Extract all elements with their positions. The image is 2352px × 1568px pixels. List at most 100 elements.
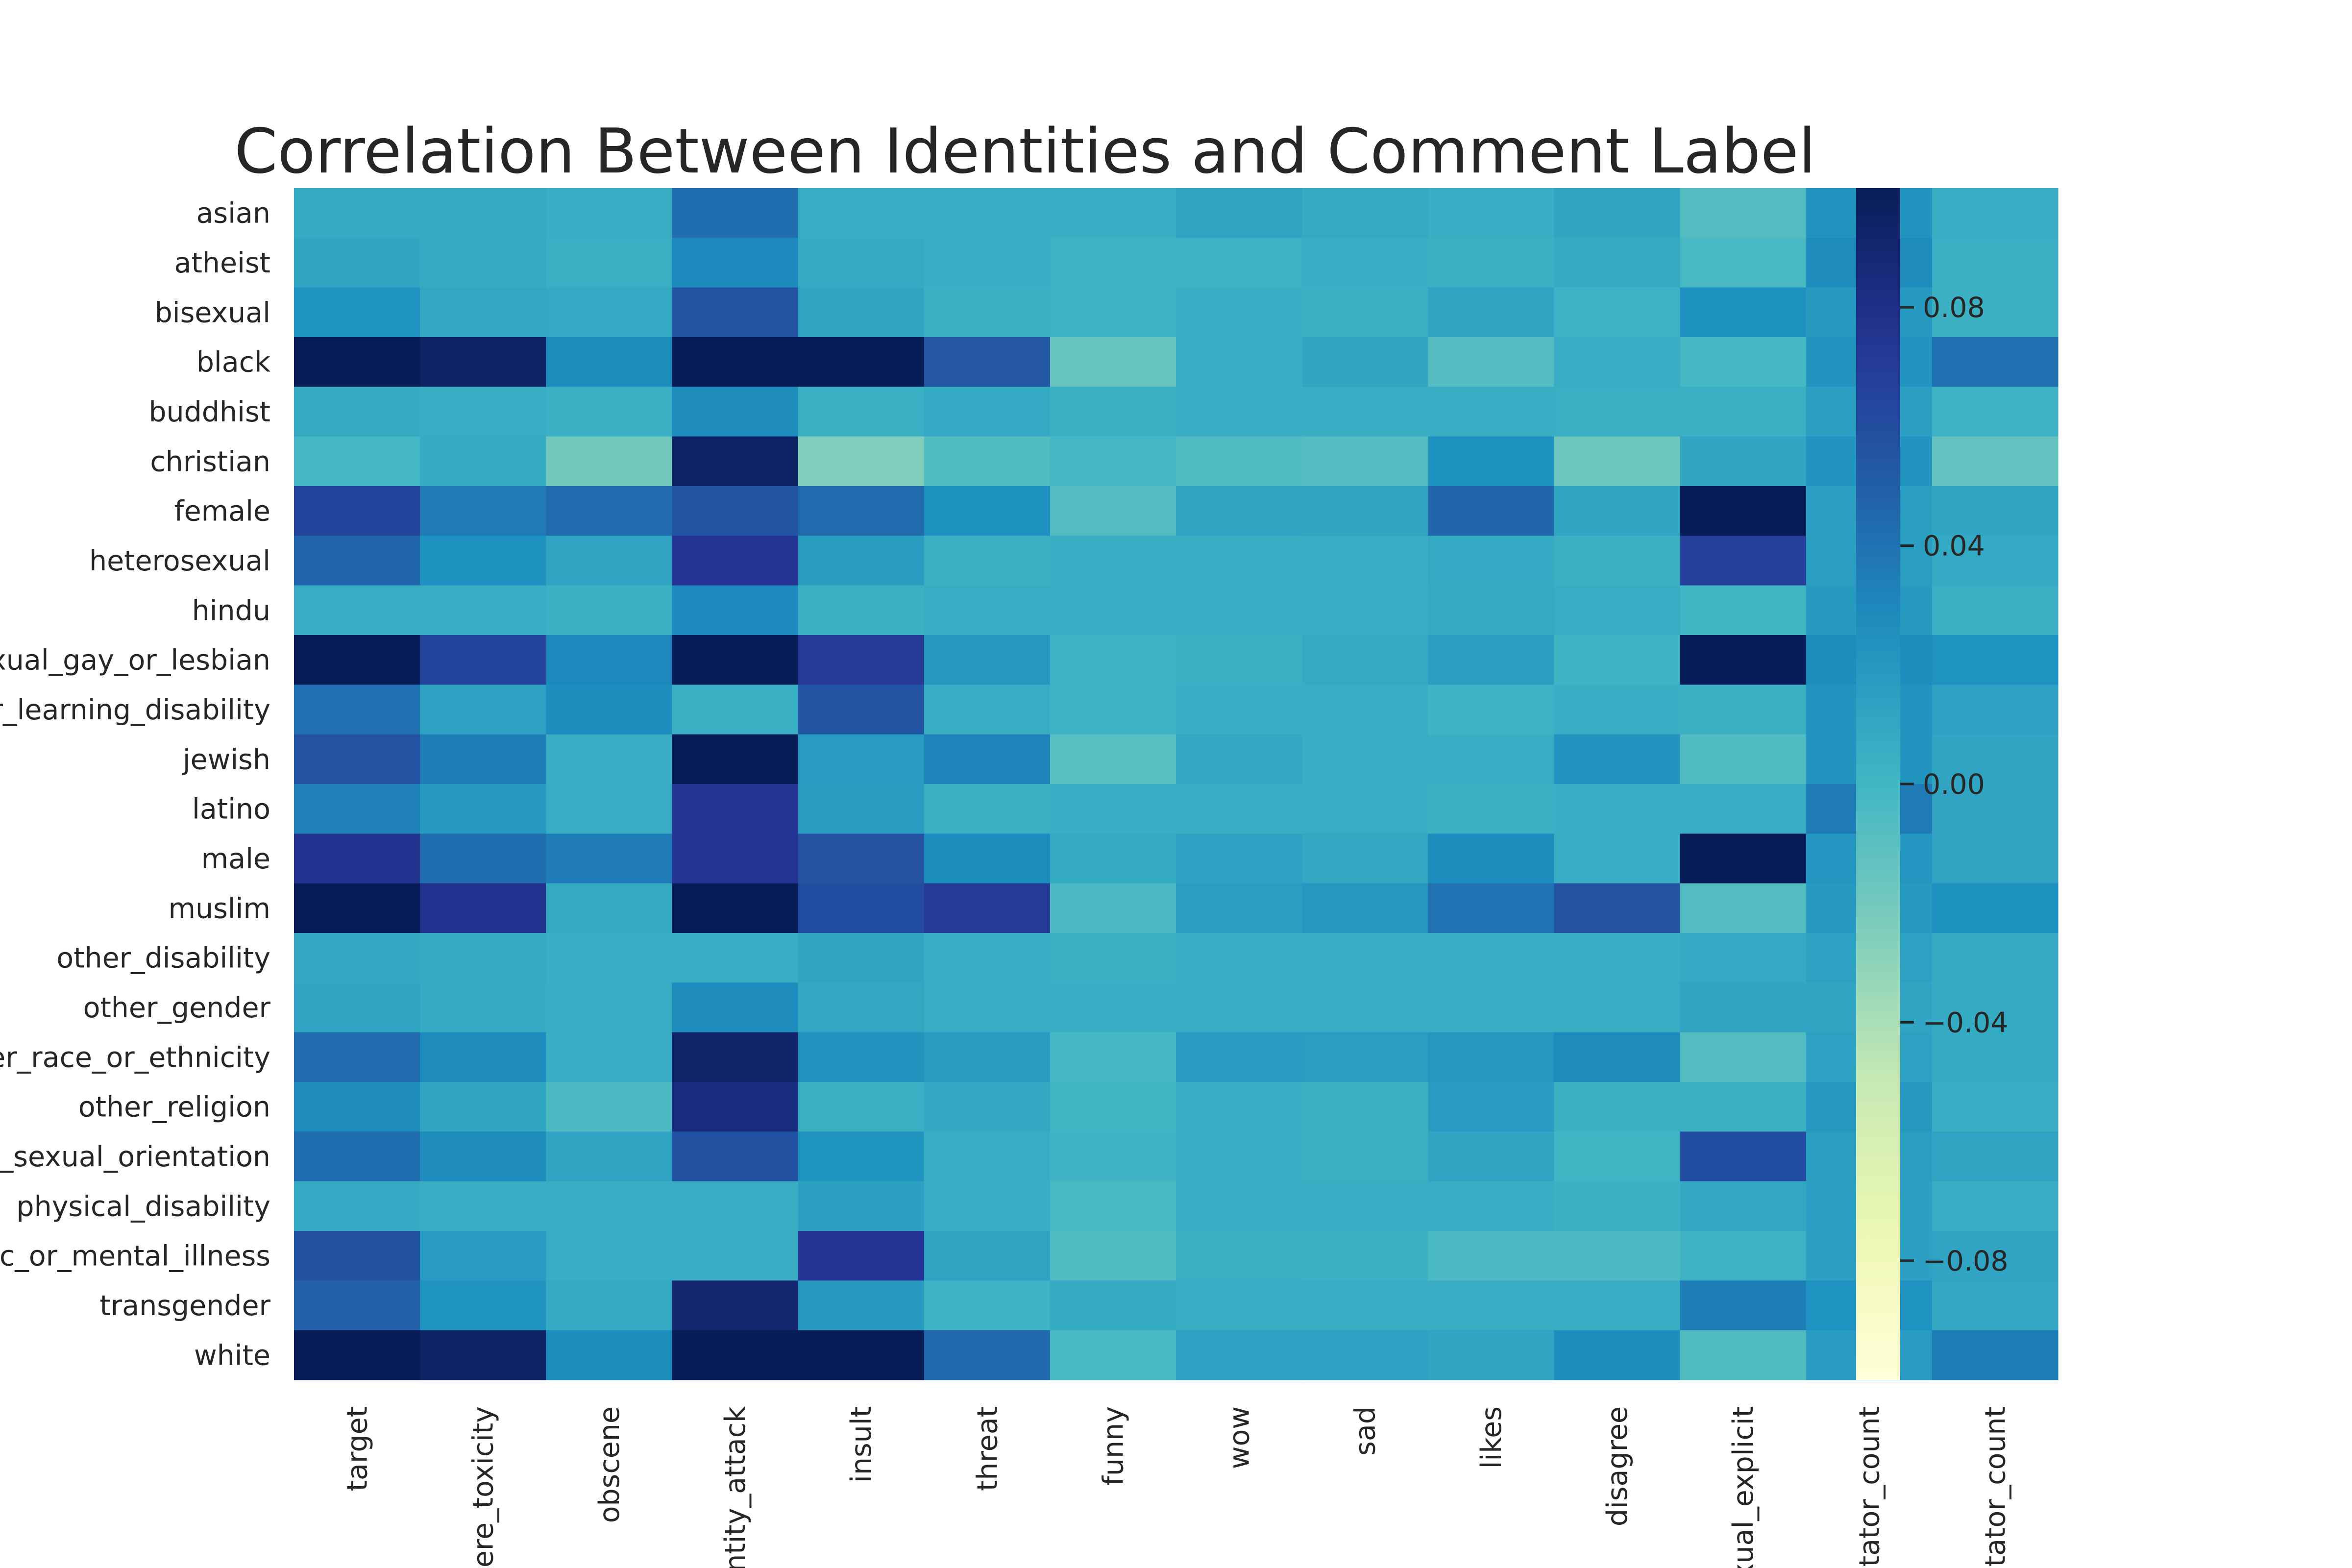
heatmap-cell-r5-c3 [672, 436, 799, 487]
heatmap-cell-r14-c2 [546, 883, 673, 933]
heatmap-cell-r17-c5 [924, 1032, 1051, 1082]
heatmap-cell-r7-c2 [546, 536, 673, 586]
heatmap-cell-r21-c11 [1680, 1231, 1807, 1281]
heatmap-cell-r22-c4 [798, 1280, 925, 1331]
heatmap-cell-r22-c8 [1302, 1280, 1428, 1331]
colorbar-ticks: 0.08 0.04 0.00 −0.04 −0.08 [1900, 292, 2009, 1277]
heatmap-cell-r1-c4 [798, 238, 925, 288]
heatmap-cell-r15-c4 [798, 933, 925, 983]
heatmap-cell-r13-c5 [924, 833, 1051, 884]
heatmap-cell-r5-c9 [1428, 436, 1555, 487]
heatmap-cell-r23-c10 [1554, 1330, 1681, 1380]
y-tick-label: white [194, 1339, 270, 1372]
heatmap-cell-r2-c10 [1554, 287, 1681, 338]
x-tick-label: funny [1097, 1406, 1129, 1486]
heatmap-cell-r8-c0 [294, 585, 420, 636]
heatmap-cell-r9-c5 [924, 635, 1051, 685]
heatmap-cell-r8-c2 [546, 585, 673, 636]
x-axis-tick-labels: target vere_toxicity obscene entity_attack i… [342, 1406, 2012, 1568]
heatmap-cell-r12-c5 [924, 784, 1051, 834]
x-tick-label: entity_attack [719, 1406, 752, 1568]
heatmap-cell-r20-c3 [672, 1181, 799, 1231]
heatmap-cell-r11-c13 [1932, 734, 2058, 784]
heatmap-cell-r2-c11 [1680, 287, 1807, 338]
heatmap-cell-r6-c2 [546, 486, 673, 536]
heatmap-cell-r16-c10 [1554, 982, 1681, 1033]
heatmap-cell-r5-c5 [924, 436, 1051, 487]
heatmap-cell-r8-c5 [924, 585, 1051, 636]
heatmap-cell-r18-c11 [1680, 1082, 1807, 1132]
heatmap-cell-r20-c0 [294, 1181, 420, 1231]
heatmap-cell-r14-c1 [420, 883, 546, 933]
colorbar-tick-label: 0.04 [1923, 530, 1985, 563]
heatmap-cell-r18-c1 [420, 1082, 546, 1132]
heatmap-cell-r20-c5 [924, 1181, 1051, 1231]
heatmap-cell-r23-c3 [672, 1330, 799, 1380]
heatmap-cell-r22-c2 [546, 1280, 673, 1331]
heatmap-cell-r2-c13 [1932, 287, 2058, 338]
heatmap-cell-r10-c7 [1176, 685, 1302, 735]
heatmap-cell-r12-c11 [1680, 784, 1807, 834]
heatmap-cell-r13-c7 [1176, 833, 1302, 884]
heatmap-cell-r6-c0 [294, 486, 420, 536]
heatmap-cell-r12-c9 [1428, 784, 1555, 834]
heatmap-cell-r4-c1 [420, 387, 546, 437]
heatmap-cell-r6-c11 [1680, 486, 1807, 536]
heatmap-cell-r7-c1 [420, 536, 546, 586]
heatmap-cell-r16-c6 [1050, 982, 1176, 1033]
heatmap-cell-r1-c6 [1050, 238, 1176, 288]
heatmap-cell-r22-c13 [1932, 1280, 2058, 1331]
heatmap-cell-r12-c6 [1050, 784, 1176, 834]
y-tick-label: transgender [99, 1290, 270, 1322]
heatmap-cell-r0-c5 [924, 188, 1051, 238]
heatmap-cell-r9-c11 [1680, 635, 1807, 685]
heatmap-cell-r16-c1 [420, 982, 546, 1033]
heatmap-cell-r7-c8 [1302, 536, 1428, 586]
heatmap-cell-r15-c13 [1932, 933, 2058, 983]
heatmap-cell-r15-c7 [1176, 933, 1302, 983]
heatmap-cell-r17-c2 [546, 1032, 673, 1082]
heatmap-cell-r3-c4 [798, 337, 925, 387]
heatmap-cell-r5-c6 [1050, 436, 1176, 487]
heatmap-cell-r1-c7 [1176, 238, 1302, 288]
heatmap-cell-r22-c9 [1428, 1280, 1555, 1331]
heatmap-cell-r20-c8 [1302, 1181, 1428, 1231]
heatmap-cell-r6-c9 [1428, 486, 1555, 536]
heatmap-cell-r20-c7 [1176, 1181, 1302, 1231]
heatmap-cell-r10-c2 [546, 685, 673, 735]
x-tick-label: likes [1475, 1406, 1508, 1469]
heatmap-cell-r23-c4 [798, 1330, 925, 1380]
heatmap-cell-r5-c10 [1554, 436, 1681, 487]
y-tick-label: buddhist [148, 396, 270, 428]
x-tick-label: otator_count [1979, 1406, 2011, 1568]
heatmap-cell-r23-c9 [1428, 1330, 1555, 1380]
heatmap-cell-r4-c4 [798, 387, 925, 437]
heatmap-cell-r4-c6 [1050, 387, 1176, 437]
heatmap-cell-r21-c9 [1428, 1231, 1555, 1281]
y-tick-label: black [196, 346, 270, 379]
heatmap-cell-r15-c8 [1302, 933, 1428, 983]
heatmap-cell-r1-c8 [1302, 238, 1428, 288]
heatmap-cell-r8-c4 [798, 585, 925, 636]
heatmap-cell-r12-c8 [1302, 784, 1428, 834]
heatmap-cell-r4-c13 [1932, 387, 2058, 437]
heatmap-cell-r3-c13 [1932, 337, 2058, 387]
heatmap-cell-r6-c3 [672, 486, 799, 536]
heatmap-cell-r22-c5 [924, 1280, 1051, 1331]
heatmap-cell-r5-c1 [420, 436, 546, 487]
heatmap-cell-r1-c5 [924, 238, 1051, 288]
y-tick-label: physical_disability [16, 1190, 270, 1223]
heatmap-cell-r21-c0 [294, 1231, 420, 1281]
heatmap-cell-r13-c4 [798, 833, 925, 884]
heatmap-cell-r11-c7 [1176, 734, 1302, 784]
heatmap-cell-r16-c13 [1932, 982, 2058, 1033]
heatmap-cell-r13-c6 [1050, 833, 1176, 884]
heatmap-cell-r12-c1 [420, 784, 546, 834]
heatmap-cell-r3-c10 [1554, 337, 1681, 387]
heatmap-cell-r21-c10 [1554, 1231, 1681, 1281]
heatmap-cell-r0-c6 [1050, 188, 1176, 238]
heatmap-cell-r21-c5 [924, 1231, 1051, 1281]
heatmap-cell-r20-c9 [1428, 1181, 1555, 1231]
y-tick-label: muslim [168, 892, 270, 925]
y-tick-label: bisexual [155, 296, 270, 329]
